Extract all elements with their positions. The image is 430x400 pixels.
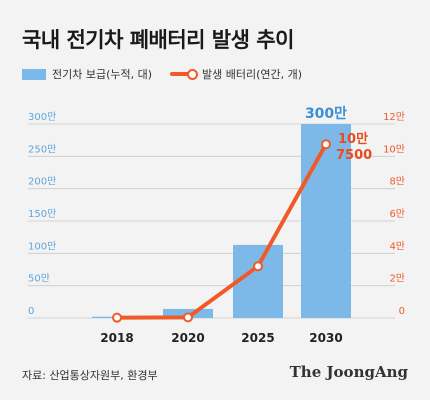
legend-bar-swatch (22, 68, 46, 80)
line-series-path (115, 142, 328, 320)
x-tick-label: 2025 (241, 331, 274, 345)
right-axis-tick-label: 2만 (389, 273, 405, 285)
legend-bar-label: 전기차 보급(누적, 대) (52, 68, 153, 81)
right-axis-tick-label: 0 (399, 306, 405, 317)
legend: 전기차 보급(누적, 대) 발생 배터리(연간, 개) (22, 66, 302, 82)
x-tick-label: 2030 (309, 331, 342, 345)
bar-2025 (233, 244, 283, 318)
left-axis-tick-label: 250만 (28, 143, 56, 155)
line-value-label-2: 7500 (336, 148, 372, 163)
right-axis-tick-label: 6만 (389, 208, 405, 220)
legend-line-swatch (170, 68, 199, 80)
left-axis-tick-label: 300만 (28, 111, 56, 123)
left-axis-tick-label: 100만 (28, 240, 56, 252)
right-axis-tick-label: 12만 (383, 111, 405, 123)
bar-2030 (301, 124, 351, 318)
source-note: 자료: 산업통상자원부, 환경부 (22, 369, 158, 382)
brand-logo: The JoongAng (289, 363, 408, 381)
line-point-2025 (253, 261, 263, 272)
line-point-2030 (321, 139, 331, 150)
line-point-2018 (112, 312, 122, 323)
line-value-label-1: 10만 (338, 131, 368, 147)
x-tick-label: 2020 (171, 331, 204, 345)
right-axis-tick-label: 8만 (389, 176, 405, 188)
left-axis-tick-label: 150만 (28, 208, 56, 220)
left-axis-tick-label: 50만 (28, 273, 50, 285)
left-axis-tick-label: 0 (28, 306, 34, 317)
left-axis-tick-label: 200만 (28, 176, 56, 188)
right-axis-tick-label: 10만 (383, 143, 405, 155)
x-tick-label: 2018 (100, 331, 133, 345)
legend-line-label: 발생 배터리(연간, 개) (202, 68, 303, 81)
chart-title: 국내 전기차 폐배터리 발생 추이 (22, 28, 294, 52)
line-point-2020 (183, 312, 193, 323)
bar-value-label: 300만 (305, 106, 347, 122)
right-axis-tick-label: 4만 (389, 240, 405, 252)
